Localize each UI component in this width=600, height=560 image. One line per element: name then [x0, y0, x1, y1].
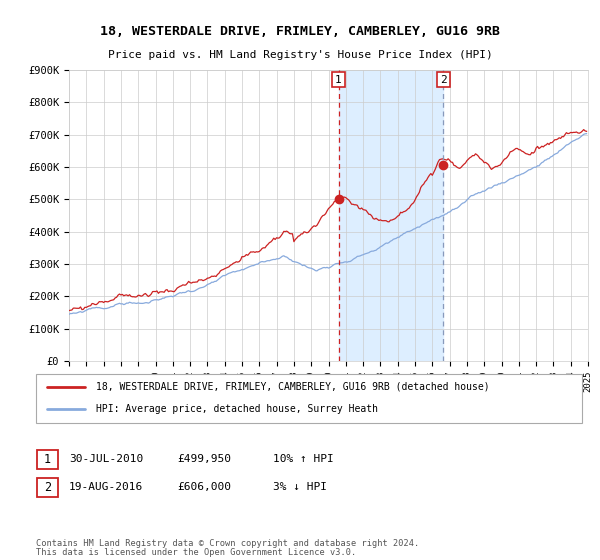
Text: 3% ↓ HPI: 3% ↓ HPI	[273, 482, 327, 492]
Bar	[338, 70, 443, 361]
Text: HPI: Average price, detached house, Surrey Heath: HPI: Average price, detached house, Surr…	[96, 404, 378, 414]
Text: 1: 1	[335, 74, 342, 85]
Text: Contains HM Land Registry data © Crown copyright and database right 2024.: Contains HM Land Registry data © Crown c…	[36, 539, 419, 548]
Text: 30-JUL-2010: 30-JUL-2010	[69, 454, 143, 464]
Text: Price paid vs. HM Land Registry's House Price Index (HPI): Price paid vs. HM Land Registry's House …	[107, 50, 493, 60]
Text: 10% ↑ HPI: 10% ↑ HPI	[273, 454, 334, 464]
Text: £499,950: £499,950	[177, 454, 231, 464]
Text: 1: 1	[44, 452, 51, 466]
Text: 19-AUG-2016: 19-AUG-2016	[69, 482, 143, 492]
Text: 18, WESTERDALE DRIVE, FRIMLEY, CAMBERLEY, GU16 9RB: 18, WESTERDALE DRIVE, FRIMLEY, CAMBERLEY…	[100, 25, 500, 38]
Text: This data is licensed under the Open Government Licence v3.0.: This data is licensed under the Open Gov…	[36, 548, 356, 557]
Text: 2: 2	[440, 74, 447, 85]
Text: £606,000: £606,000	[177, 482, 231, 492]
Text: 2: 2	[44, 480, 51, 494]
Text: 18, WESTERDALE DRIVE, FRIMLEY, CAMBERLEY, GU16 9RB (detached house): 18, WESTERDALE DRIVE, FRIMLEY, CAMBERLEY…	[96, 382, 490, 392]
